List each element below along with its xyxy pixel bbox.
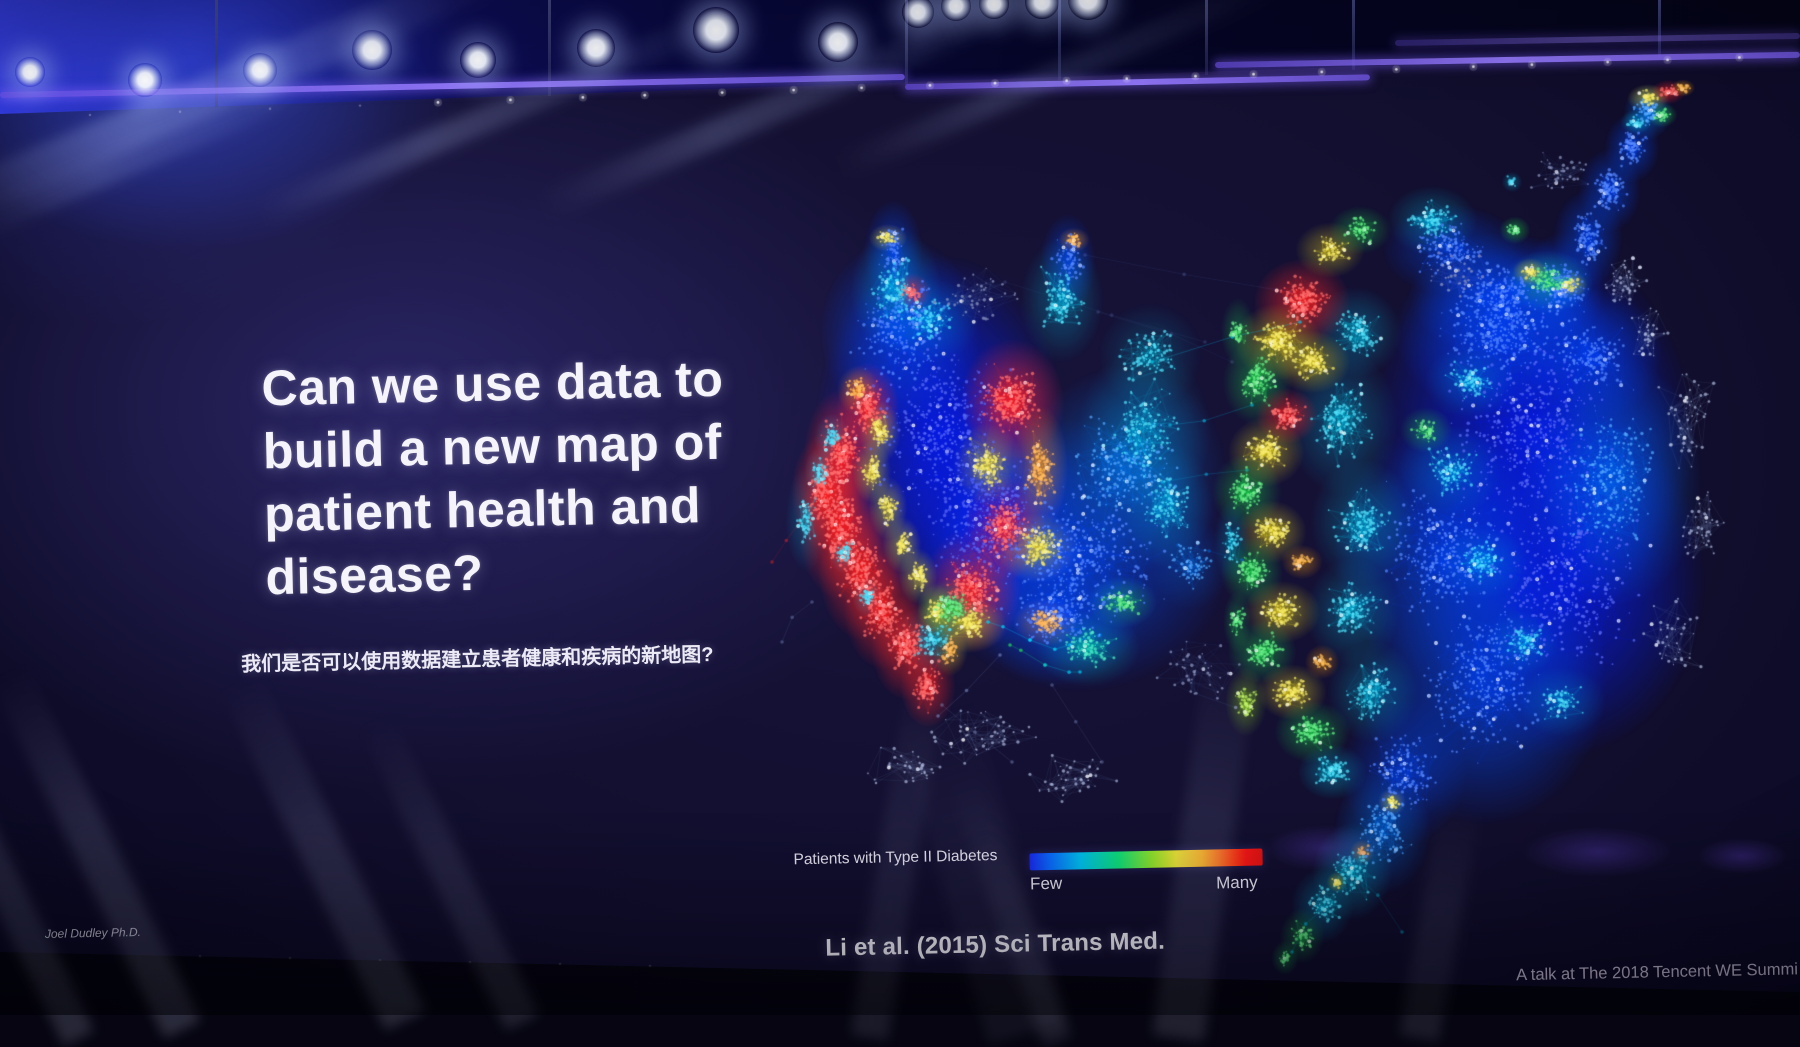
legend-high-label: Many — [1215, 872, 1258, 893]
title-line-3: patient health and — [263, 477, 702, 543]
citation: Li et al. (2015) Sci Trans Med. — [825, 927, 1166, 962]
legend-low-label: Few — [1029, 873, 1063, 894]
event-caption: A talk at The 2018 Tencent WE Summi — [1515, 960, 1799, 985]
speaker-name: Joel Dudley Ph.D. — [44, 924, 142, 942]
title-line-4: disease? — [264, 544, 485, 606]
legend-label: Patients with Type II Diabetes — [793, 847, 998, 869]
title-line-1: Can we use data to — [260, 350, 724, 417]
legend-colorbar — [1029, 848, 1263, 871]
slide-title: Can we use data to build a new map of pa… — [261, 348, 728, 610]
slide-subtitle-chinese: 我们是否可以使用数据建立患者健康和疾病的新地图? — [241, 643, 714, 676]
title-line-2: build a new map of — [262, 413, 723, 480]
